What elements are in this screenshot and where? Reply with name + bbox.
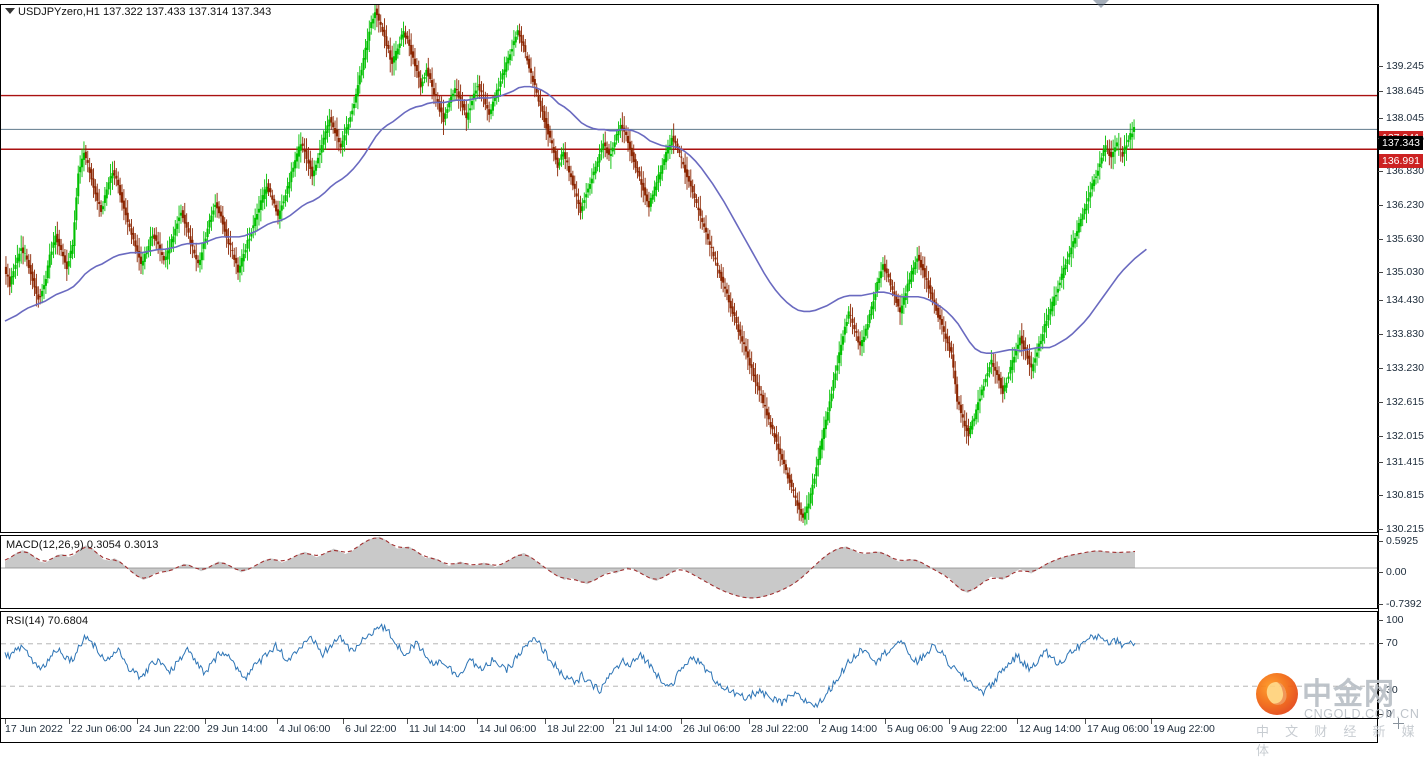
price-chart-canvas — [1, 5, 1377, 526]
price-scale[interactable]: 139.245138.645138.045137.445136.830136.2… — [1378, 0, 1425, 743]
time-tick — [1151, 719, 1152, 724]
price-level-badge[interactable]: 136.991 — [1379, 154, 1423, 168]
time-tick — [885, 719, 886, 724]
time-tick — [613, 719, 614, 724]
macd-scale-label: -0.7392 — [1386, 598, 1422, 610]
triangle-down-icon[interactable] — [5, 8, 15, 14]
rsi-panel[interactable]: RSI(14) 70.6804 — [0, 611, 1378, 719]
scale-tick — [1378, 66, 1383, 67]
scale-tick — [1378, 529, 1383, 530]
rsi-scale-label: 30 — [1386, 684, 1398, 696]
time-scale-label: 17 Jun 2022 — [5, 723, 63, 735]
rsi-label: RSI(14) 70.6804 — [6, 615, 89, 627]
time-scale-label: 14 Jul 06:00 — [479, 723, 537, 735]
price-scale-label: 132.615 — [1386, 396, 1424, 408]
time-scale-label: 6 Jul 22:00 — [345, 723, 397, 735]
time-scale-label: 17 Aug 06:00 — [1087, 723, 1149, 735]
time-scale-label: 29 Jun 14:00 — [207, 723, 268, 735]
scale-tick — [1378, 643, 1383, 644]
scale-tick — [1378, 205, 1383, 206]
time-tick — [949, 719, 950, 724]
price-scale-label: 130.815 — [1386, 489, 1424, 501]
price-scale-label: 133.230 — [1386, 362, 1424, 374]
scale-tick — [1378, 171, 1383, 172]
price-level-badge[interactable]: 137.343 — [1379, 136, 1423, 150]
time-tick — [819, 719, 820, 724]
scale-tick — [1378, 436, 1383, 437]
time-tick — [545, 719, 546, 724]
price-scale-label: 136.830 — [1386, 165, 1424, 177]
scale-tick — [1378, 604, 1383, 605]
time-tick — [407, 719, 408, 724]
price-scale-label: 130.215 — [1386, 523, 1424, 535]
rsi-scale-label: 70 — [1386, 637, 1398, 649]
scale-tick — [1378, 620, 1383, 621]
scale-tick — [1378, 300, 1383, 301]
scale-tick — [1378, 272, 1383, 273]
scale-tick — [1378, 462, 1383, 463]
scale-axis-line — [1378, 4, 1379, 719]
time-scale-label: 22 Jun 06:00 — [71, 723, 132, 735]
time-scale-label: 28 Jul 22:00 — [751, 723, 809, 735]
time-scale-label: 21 Jul 14:00 — [615, 723, 673, 735]
time-tick — [1017, 719, 1018, 724]
price-chart-panel[interactable] — [0, 4, 1378, 533]
rsi-canvas — [1, 623, 1377, 709]
scale-tick — [1378, 495, 1383, 496]
price-scale-label: 135.630 — [1386, 233, 1424, 245]
time-scale-label: 4 Jul 06:00 — [279, 723, 331, 735]
rsi-scale-label: 0 — [1386, 708, 1392, 720]
time-tick — [477, 719, 478, 724]
time-tick — [277, 719, 278, 724]
time-tick — [5, 719, 6, 724]
time-scale-label: 2 Aug 14:00 — [821, 723, 878, 735]
time-scale-label: 26 Jul 06:00 — [683, 723, 741, 735]
macd-canvas — [1, 536, 1377, 599]
macd-scale-label: 0.00 — [1386, 566, 1407, 578]
scale-tick — [1378, 334, 1383, 335]
macd-label: MACD(12,26,9) 0.3054 0.3013 — [6, 539, 159, 551]
scale-tick — [1378, 239, 1383, 240]
top-marker-icon — [1093, 0, 1109, 10]
macd-scale-label: 0.5925 — [1386, 535, 1419, 547]
time-scale[interactable]: 17 Jun 2022 22 Jun 06:00 24 Jun 22:00 29 Ju… — [0, 719, 1378, 743]
price-scale-label: 138.645 — [1386, 85, 1424, 97]
price-scale-label: 132.015 — [1386, 430, 1424, 442]
time-scale-label: 24 Jun 22:00 — [139, 723, 200, 735]
crosshair-icon — [1393, 718, 1404, 729]
price-scale-label: 136.230 — [1386, 199, 1424, 211]
time-tick — [749, 719, 750, 724]
scale-tick — [1378, 572, 1383, 573]
scale-tick — [1378, 690, 1383, 691]
rsi-scale-label: 100 — [1386, 614, 1404, 626]
scale-tick — [1378, 402, 1383, 403]
scale-tick — [1378, 91, 1383, 92]
time-tick — [137, 719, 138, 724]
time-scale-label: 19 Aug 22:00 — [1153, 723, 1215, 735]
scale-tick — [1378, 118, 1383, 119]
chart-screenshot: USDJPYzero,H1 137.322 137.433 137.314 13… — [0, 0, 1425, 743]
time-scale-label: 9 Aug 22:00 — [951, 723, 1008, 735]
time-scale-label: 11 Jul 14:00 — [409, 723, 466, 735]
price-scale-label: 133.830 — [1386, 328, 1424, 340]
symbol-label: USDJPYzero,H1 137.322 137.433 137.314 13… — [18, 6, 272, 18]
time-scale-label: 18 Jul 22:00 — [547, 723, 605, 735]
time-tick — [343, 719, 344, 724]
time-tick — [69, 719, 70, 724]
scale-tick — [1378, 714, 1383, 715]
time-tick — [205, 719, 206, 724]
time-tick — [1085, 719, 1086, 724]
price-scale-label: 131.415 — [1386, 456, 1424, 468]
time-scale-label: 5 Aug 06:00 — [887, 723, 944, 735]
scale-tick — [1378, 368, 1383, 369]
time-scale-label: 12 Aug 14:00 — [1019, 723, 1081, 735]
price-scale-label: 134.430 — [1386, 294, 1424, 306]
price-scale-label: 138.045 — [1386, 112, 1424, 124]
macd-panel[interactable]: MACD(12,26,9) 0.3054 0.3013 — [0, 535, 1378, 609]
time-tick — [681, 719, 682, 724]
price-scale-label: 135.030 — [1386, 266, 1424, 278]
scale-tick — [1378, 541, 1383, 542]
price-scale-label: 139.245 — [1386, 60, 1424, 72]
